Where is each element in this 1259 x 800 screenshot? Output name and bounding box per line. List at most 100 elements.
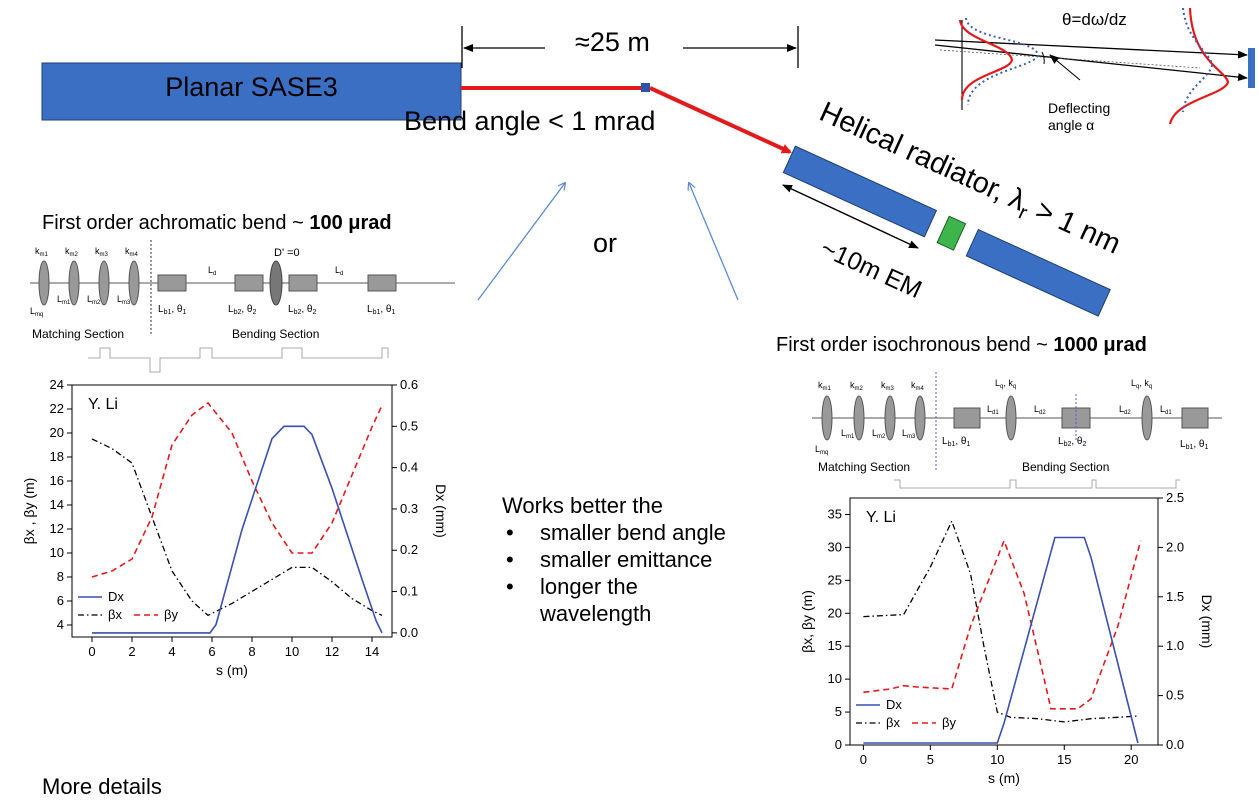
svg-text:Lb2, θ2: Lb2, θ2 <box>228 304 256 316</box>
svg-text:km1: km1 <box>35 246 48 258</box>
svg-text:Ld2: Ld2 <box>1034 404 1046 416</box>
chart-annotation: Y. Li <box>866 509 896 526</box>
note-item-continuation: wavelength <box>540 601 652 626</box>
y2-tick-label: 1.0 <box>1166 638 1184 653</box>
x-axis-label: s (m) <box>988 770 1020 786</box>
y-tick-label: 14 <box>50 497 64 512</box>
y2-tick-label: 0.5 <box>400 418 418 433</box>
legend-by-label: βy <box>942 715 956 730</box>
svg-text:Lmq: Lmq <box>815 444 828 456</box>
svg-text:Lq, kq: Lq, kq <box>995 378 1016 390</box>
y-tick-label: 20 <box>828 605 842 620</box>
isochronous-title-prefix: First order isochronous bend ~ <box>776 334 1054 356</box>
svg-text:Lb2, θ2: Lb2, θ2 <box>288 304 316 316</box>
x-tick-label: 14 <box>365 644 379 659</box>
y-tick-label: 25 <box>828 572 842 587</box>
series-βy-line <box>91 401 383 578</box>
x-tick-label: 10 <box>285 644 299 659</box>
svg-text:Lmq: Lmq <box>30 306 43 318</box>
chart-annotation: Y. Li <box>88 396 118 413</box>
x-tick-label: 0 <box>860 752 867 767</box>
y-tick-label: 30 <box>828 539 842 554</box>
y2-tick-label: 0.5 <box>1166 688 1184 703</box>
isochronous-title-value: 1000 μrad <box>1053 334 1147 356</box>
x-tick-label: 6 <box>208 644 215 659</box>
x-tick-label: 5 <box>927 752 934 767</box>
svg-text:Lb1, θ1: Lb1, θ1 <box>158 304 186 316</box>
x-tick-label: 2 <box>128 644 135 659</box>
bend-magnet-marker <box>641 83 650 92</box>
legend-dx-label: Dx <box>886 697 902 712</box>
achromatic-title-value: 100 μrad <box>309 212 392 234</box>
x-tick-label: 8 <box>248 644 255 659</box>
svg-text:Lm3: Lm3 <box>117 294 131 306</box>
deflecting-angle-label: Deflecting angle α <box>1048 100 1110 134</box>
series-βx-line <box>863 519 1138 723</box>
deflection-inset <box>934 7 1255 125</box>
svg-text:km3: km3 <box>95 246 108 258</box>
y-tick-label: 4 <box>57 617 64 632</box>
planar-undulator <box>41 62 462 121</box>
beam-deflected <box>649 86 792 154</box>
x-tick-label: 12 <box>325 644 339 659</box>
legend-dx-label: Dx <box>108 589 124 604</box>
achromatic-matching-label: Matching Section <box>32 327 125 341</box>
achromatic-lattice: km1 km2 km3 km4 Lm1 Lm2 Lm3 Lmq Ld Ld Lb… <box>30 240 455 373</box>
svg-text:km3: km3 <box>881 380 894 392</box>
y2-tick-label: 0.0 <box>400 625 418 640</box>
y-tick-label: 5 <box>835 704 842 719</box>
x-tick-label: 10 <box>990 752 1004 767</box>
series-βx-line <box>91 438 383 617</box>
svg-text:Ld1: Ld1 <box>987 404 999 416</box>
svg-text:Lm2: Lm2 <box>872 428 886 440</box>
y-tick-label: 8 <box>57 569 64 584</box>
note-item: smaller bend angle <box>502 519 726 546</box>
y2-tick-label: 1.5 <box>1166 589 1184 604</box>
y2-tick-label: 0.3 <box>400 501 418 516</box>
or-arrow-right <box>689 183 739 301</box>
deflecting-line-1: Deflecting <box>1048 100 1111 116</box>
y-axis-label: βx, βy (m) <box>799 590 815 653</box>
svg-text:Lb1, θ1: Lb1, θ1 <box>1180 439 1208 451</box>
y2-tick-label: 0.0 <box>1166 737 1184 752</box>
series-βy-line <box>863 538 1142 710</box>
y2-axis-label: Dx (mm) <box>433 484 449 538</box>
helical-radiator-2 <box>965 228 1111 317</box>
svg-text:Ld1: Ld1 <box>1160 404 1172 416</box>
plot-frame <box>71 384 393 638</box>
x-tick-label: 15 <box>1057 752 1071 767</box>
footer-text: More details <box>42 774 162 799</box>
isochronous-lattice: km1 km2 km3 km4 Lm1 Lm2 Lm3 Lmq Lq, kq L… <box>812 372 1222 489</box>
svg-text:Lb1, θ1: Lb1, θ1 <box>367 304 395 316</box>
beamline-schematic <box>41 7 1255 317</box>
notes: Works better the smaller bend angle smal… <box>502 492 726 627</box>
achromatic-dprime: D' =0 <box>274 247 300 259</box>
y-tick-label: 35 <box>828 506 842 521</box>
legend-bx-label: βx <box>886 715 900 730</box>
series-Dx-line <box>92 425 383 634</box>
svg-text:km4: km4 <box>911 380 924 392</box>
plot-frame <box>849 497 1159 746</box>
bend-angle-label: Bend angle < 1 mrad <box>404 106 656 136</box>
y-tick-label: 18 <box>50 449 64 464</box>
isochronous-optics-chart: 0 5 10 15 20 0 5 10 15 20 25 30 35 0.0 0.5 1.0 1.5 2.0 2.5… <box>799 490 1215 786</box>
svg-text:Lm2: Lm2 <box>87 294 101 306</box>
y-tick-label: 20 <box>50 425 64 440</box>
y2-tick-label: 0.1 <box>400 584 418 599</box>
y2-tick-label: 2.5 <box>1166 490 1184 505</box>
svg-text:Lb2, θ2: Lb2, θ2 <box>1058 436 1086 448</box>
svg-text:Ld2: Ld2 <box>1119 404 1131 416</box>
note-item: longer the <box>502 573 726 600</box>
y2-tick-label: 0.2 <box>400 542 418 557</box>
y-tick-label: 6 <box>57 593 64 608</box>
x-tick-label: 4 <box>168 644 175 659</box>
distance-label: ≈25 m <box>575 27 650 57</box>
y-tick-label: 22 <box>50 401 64 416</box>
svg-text:Ld: Ld <box>208 265 216 277</box>
y-tick-label: 15 <box>828 638 842 653</box>
svg-text:km2: km2 <box>850 380 863 392</box>
svg-text:Lb1, θ1: Lb1, θ1 <box>942 436 970 448</box>
legend-bx-label: βx <box>108 607 122 622</box>
series-Dx-line <box>863 536 1139 744</box>
y-tick-label: 10 <box>828 671 842 686</box>
